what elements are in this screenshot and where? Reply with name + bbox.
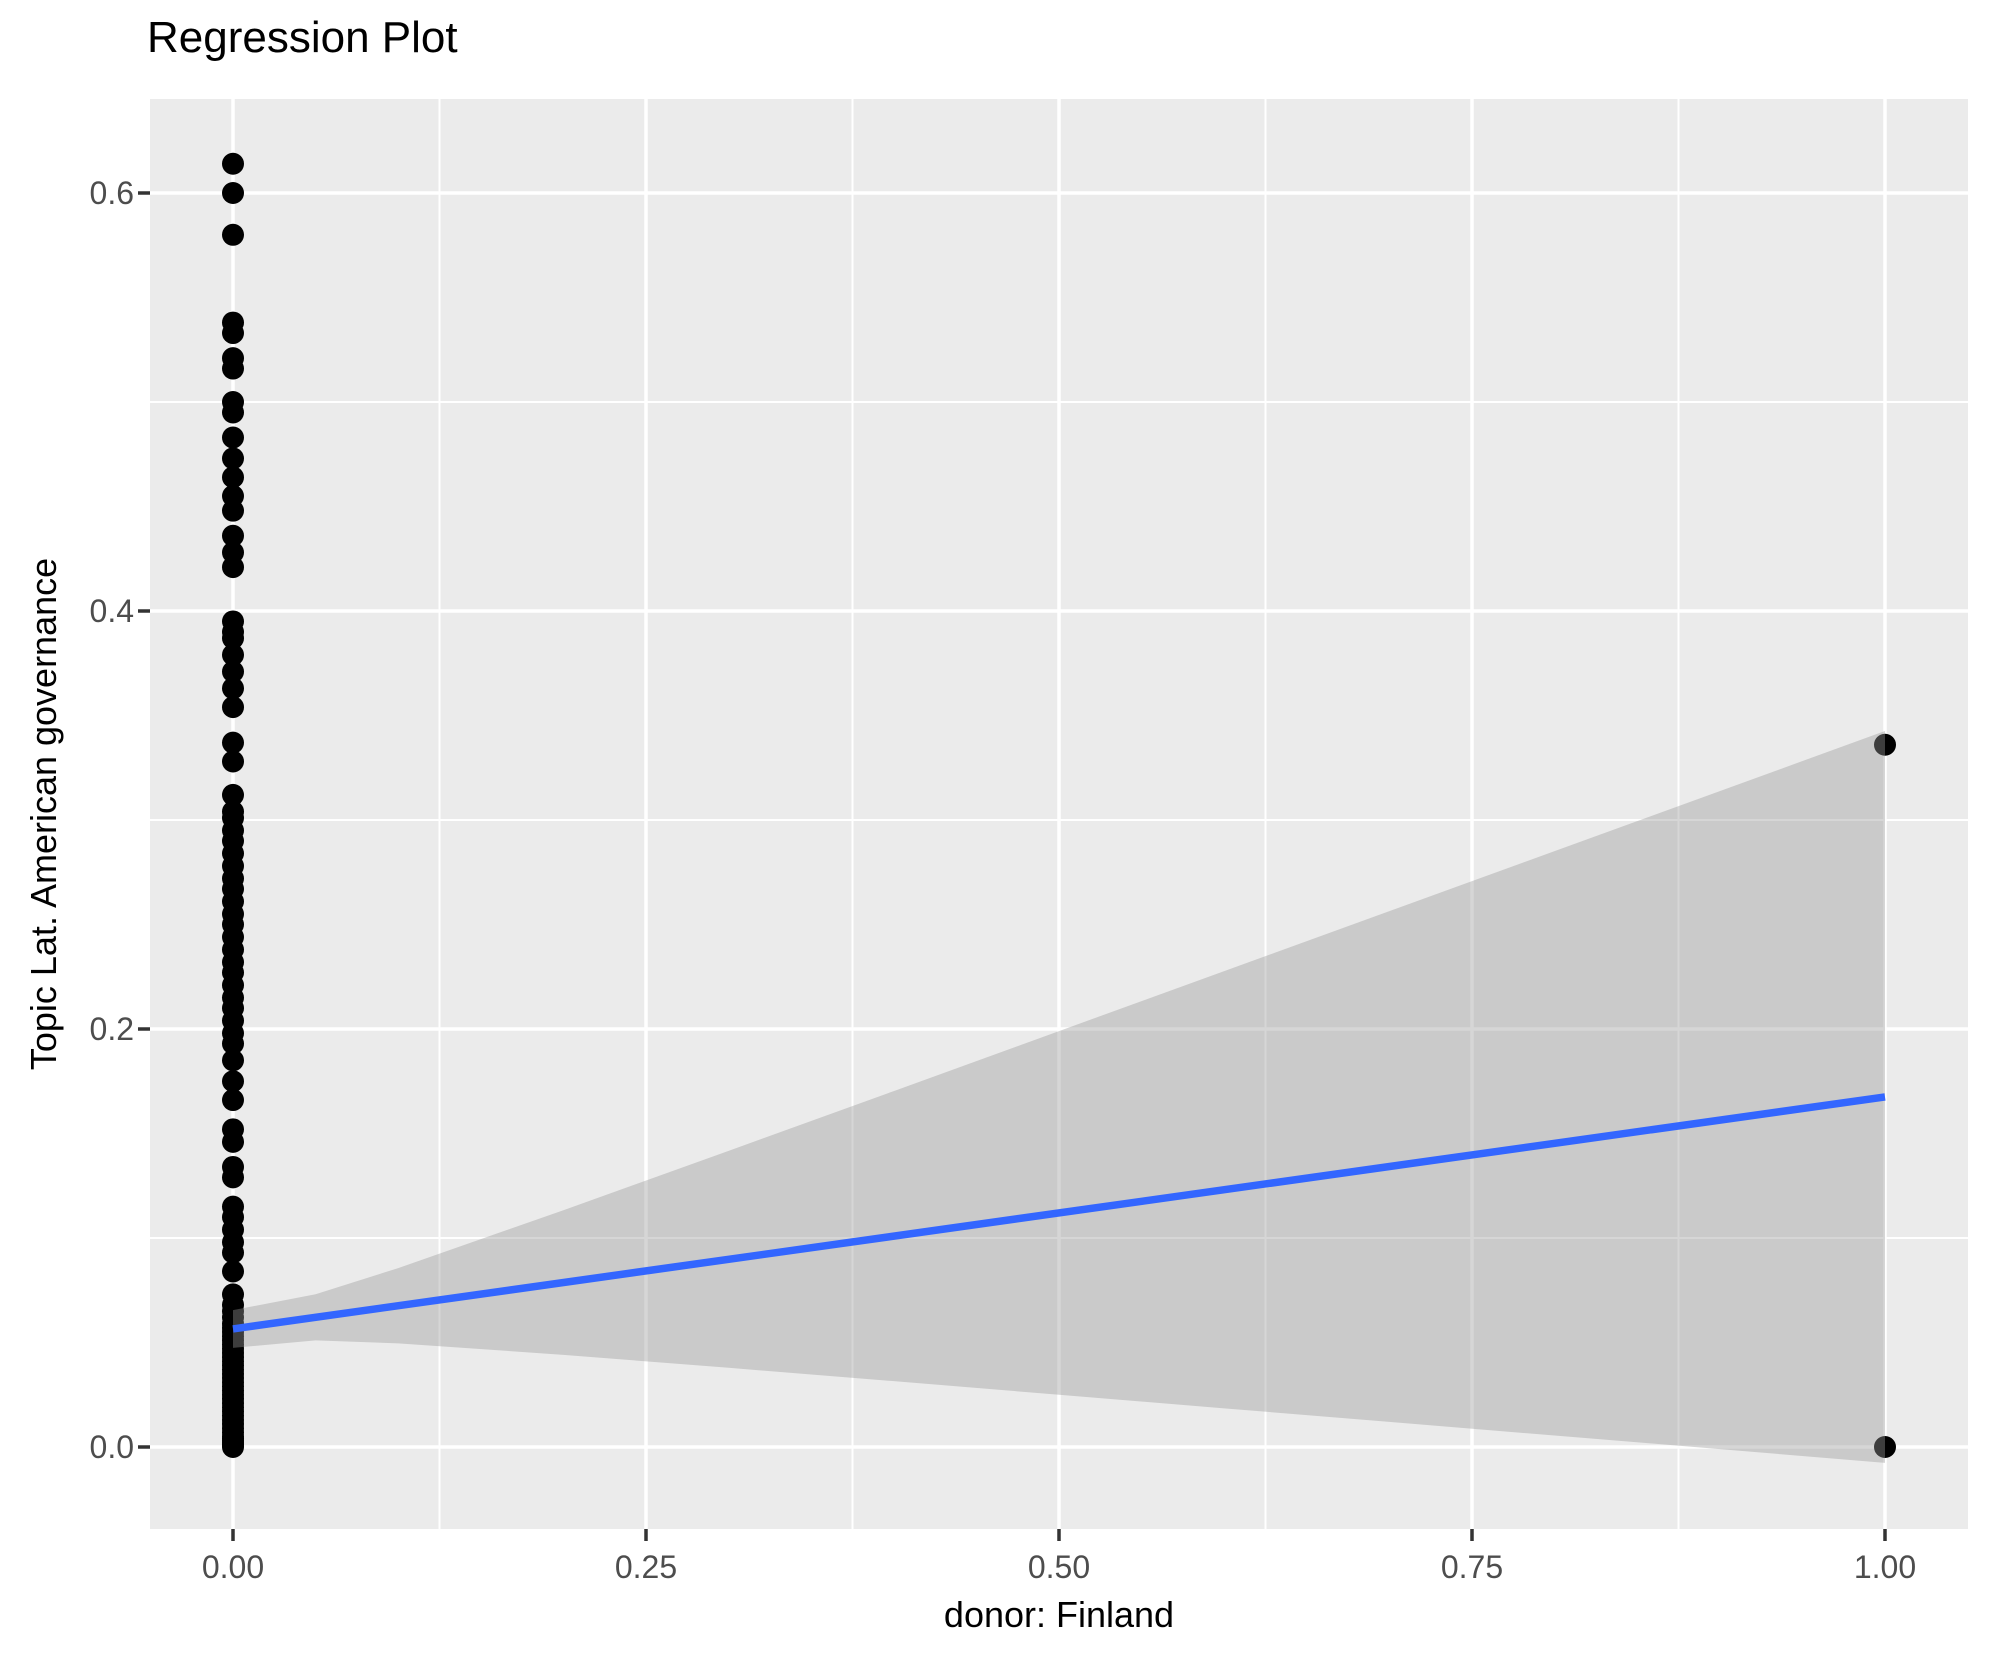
data-point: [222, 1130, 244, 1153]
data-point: [222, 660, 244, 683]
data-point: [222, 426, 244, 449]
data-point: [222, 466, 244, 489]
data-point: [222, 152, 244, 175]
scatter-points: [222, 152, 1896, 1458]
data-point: [222, 696, 244, 719]
data-point: [1874, 733, 1896, 756]
y-tick-label: 0.2: [90, 1011, 134, 1047]
y-tick-label: 0.4: [90, 593, 134, 629]
data-point: [222, 750, 244, 773]
data-point: [222, 447, 244, 470]
data-point: [222, 1436, 244, 1458]
data-point: [222, 499, 244, 522]
x-tick-label: 0.50: [1028, 1549, 1090, 1585]
x-tick-label: 0.00: [202, 1549, 264, 1585]
x-tick-label: 0.25: [615, 1549, 677, 1585]
data-point: [222, 1166, 244, 1189]
y-tick-labels: 0.0 0.2 0.4 0.6: [90, 175, 134, 1465]
plot-title: Regression Plot: [147, 13, 458, 62]
data-point: [222, 357, 244, 380]
data-point: [222, 1089, 244, 1112]
data-point: [222, 1049, 244, 1072]
data-point: [222, 783, 244, 806]
data-point: [222, 223, 244, 246]
data-point: [222, 731, 244, 754]
data-point: [222, 1032, 244, 1055]
data-point: [1874, 1436, 1896, 1458]
data-point: [222, 1260, 244, 1283]
data-point: [222, 322, 244, 345]
data-point: [222, 627, 244, 650]
x-tick-marks: [231, 1529, 1887, 1541]
y-axis-title: Topic Lat. American governance: [23, 557, 64, 1071]
regression-line: [232, 1093, 1886, 1333]
x-tick-label: 0.75: [1441, 1549, 1503, 1585]
data-point: [222, 401, 244, 424]
data-point: [222, 1070, 244, 1093]
x-tick-labels: 0.00 0.25 0.50 0.75 1.00: [202, 1549, 1916, 1585]
y-tick-label: 0.0: [90, 1429, 134, 1465]
y-tick-marks: [138, 191, 150, 1449]
confidence-band: [233, 730, 1885, 1463]
x-axis-title: donor: Finland: [943, 1594, 1175, 1635]
y-tick-label: 0.6: [90, 175, 134, 211]
data-point: [222, 1241, 244, 1264]
data-point: [222, 677, 244, 700]
data-point: [222, 643, 244, 666]
x-tick-label: 1.00: [1854, 1549, 1916, 1585]
data-point: [222, 182, 244, 204]
data-point: [222, 524, 244, 547]
data-point: [222, 556, 244, 579]
